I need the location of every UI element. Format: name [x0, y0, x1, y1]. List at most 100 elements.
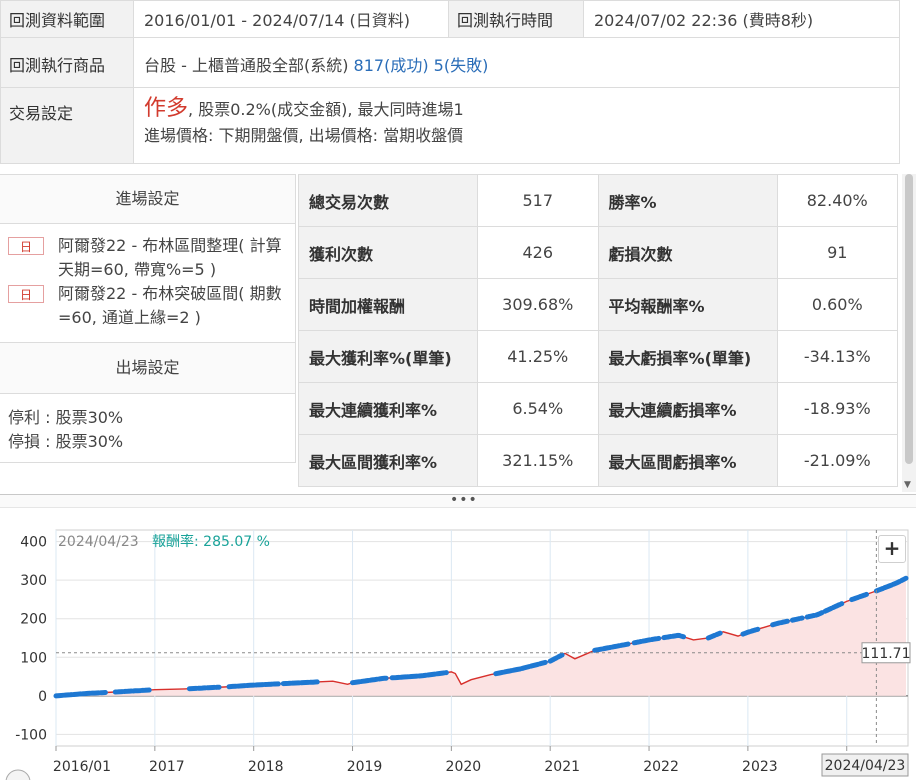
- stat-label: 平均報酬率%: [597, 278, 778, 331]
- success-count[interactable]: 817(成功): [353, 56, 429, 75]
- trade-detail-2: 進場價格: 下期開盤價, 出場價格: 當期收盤價: [144, 126, 464, 145]
- panel-splitter[interactable]: •••: [0, 492, 916, 508]
- x-tick-label: 2020: [446, 759, 482, 775]
- stat-value: 0.60%: [776, 278, 899, 331]
- daily-badge: 日: [8, 237, 44, 255]
- stat-label: 最大區間獲利率%: [298, 434, 478, 487]
- trade-segment: [822, 601, 845, 614]
- backtest-info-table: 回測資料範圍 2016/01/01 - 2024/07/14 (日資料) 回測執…: [0, 0, 900, 164]
- x-tick-label: 2021: [544, 759, 580, 775]
- stat-label: 最大獲利率%(單筆): [298, 330, 478, 383]
- stat-label: 最大虧損率%(單筆): [597, 330, 778, 383]
- crosshair-date-box: [821, 753, 909, 777]
- trade-segment: [280, 679, 321, 687]
- y-tick-label: -100: [15, 727, 47, 743]
- vertical-scrollbar[interactable]: ▼: [902, 174, 916, 492]
- exit-settings-header: 出場設定: [0, 342, 296, 394]
- trade-segment: [493, 659, 548, 677]
- stat-label: 總交易次數: [298, 174, 478, 227]
- stop-loss: 停損 : 股票30%: [8, 432, 124, 451]
- x-tick-label: 2023: [742, 759, 778, 775]
- trade-segment: [389, 670, 449, 681]
- stat-value: -21.09%: [776, 434, 899, 487]
- stat-value: -34.13%: [776, 330, 899, 383]
- product-label: 回測執行商品: [0, 37, 134, 88]
- x-tick-label: 2019: [347, 759, 383, 775]
- trade-label: 交易設定: [0, 87, 134, 164]
- stat-label: 時間加權報酬: [298, 278, 478, 331]
- stat-value: 309.68%: [476, 278, 599, 331]
- stat-value: 426: [476, 226, 599, 279]
- x-tick-label: 2018: [248, 759, 284, 775]
- return-chart[interactable]: 400 300 200 100 0 -100 2016/01 2017 2018 2019 2020…: [0, 510, 916, 780]
- stat-label: 最大區間虧損率%: [597, 434, 778, 487]
- stats-row: 獲利次數 426 虧損次數 91: [298, 226, 899, 279]
- entry-rule-text: 阿爾發22 - 布林突破區間( 期數=60, 通道上緣=2 ): [58, 284, 282, 327]
- fail-count[interactable]: 5(失敗): [433, 56, 489, 75]
- trade-segment: [53, 690, 108, 699]
- trade-segment: [740, 626, 761, 637]
- scrollbar-thumb[interactable]: [905, 174, 913, 464]
- stat-value: 41.25%: [476, 330, 599, 383]
- trade-segment: [112, 687, 153, 695]
- zoom-in-button[interactable]: +: [878, 535, 906, 563]
- splitter-handle-icon[interactable]: •••: [450, 492, 478, 508]
- stat-value: 517: [476, 174, 599, 227]
- stat-label: 獲利次數: [298, 226, 478, 279]
- entry-rules: 日 阿爾發22 - 布林區間整理( 計算天期=60, 帶寬%=5 ) 日 阿爾發…: [0, 224, 296, 342]
- scroll-down-arrow-icon[interactable]: ▼: [904, 480, 911, 490]
- stats-table: 總交易次數 517 勝率% 82.40% 獲利次數 426 虧損次數 91 時間加權報酬 309.…: [298, 174, 899, 487]
- x-tick-label: 2022: [643, 759, 679, 775]
- trade-segment: [350, 675, 390, 686]
- stat-label: 虧損次數: [597, 226, 778, 279]
- daily-badge: 日: [8, 285, 44, 303]
- trade-settings: 作多, 股票0.2%(成交金額), 最大同時進場1 進場價格: 下期開盤價, 出…: [133, 87, 900, 164]
- entry-rule: 日 阿爾發22 - 布林突破區間( 期數=60, 通道上緣=2 ): [8, 282, 287, 330]
- product-value: 台股 - 上櫃普通股全部(系統) 817(成功) 5(失敗): [133, 37, 900, 88]
- stats-row: 最大區間獲利率% 321.15% 最大區間虧損率% -21.09%: [298, 434, 899, 487]
- x-tick-label: 2016/01: [53, 759, 111, 775]
- entry-rule-text: 阿爾發22 - 布林區間整理( 計算天期=60, 帶寬%=5 ): [58, 236, 282, 279]
- scroll-left-button[interactable]: [5, 769, 31, 780]
- stat-value: -18.93%: [776, 382, 899, 435]
- trade-segment: [804, 610, 825, 620]
- stat-value: 91: [776, 226, 899, 279]
- stats-row: 最大獲利率%(單筆) 41.25% 最大虧損率%(單筆) -34.13%: [298, 330, 899, 383]
- exec-time-label: 回測執行時間: [448, 0, 584, 38]
- stats-row: 時間加權報酬 309.68% 平均報酬率% 0.60%: [298, 278, 899, 331]
- trade-segment: [849, 591, 869, 603]
- trade-segment: [631, 635, 662, 646]
- y-tick-label: 400: [20, 535, 47, 551]
- y-tick-label: 100: [20, 650, 47, 666]
- tooltip-return: 報酬率: 285.07 %: [152, 533, 270, 550]
- trade-direction: 作多: [144, 96, 189, 121]
- stats-row: 最大連續獲利率% 6.54% 最大連續虧損率% -18.93%: [298, 382, 899, 435]
- trade-segment: [592, 641, 632, 653]
- stats-row: 總交易次數 517 勝率% 82.40%: [298, 174, 899, 227]
- tooltip-date: 2024/04/23: [58, 534, 139, 550]
- stat-label: 最大連續獲利率%: [298, 382, 478, 435]
- crosshair-value-box: [861, 642, 911, 664]
- stat-value: 82.40%: [776, 174, 899, 227]
- trade-segment: [770, 618, 790, 628]
- trade-segment: [547, 652, 565, 664]
- trade-segment: [705, 630, 723, 641]
- trade-segment: [661, 632, 687, 641]
- trade-segment: [186, 684, 222, 692]
- crosshair-date: 2024/04/23: [825, 758, 906, 774]
- entry-rule: 日 阿爾發22 - 布林區間整理( 計算天期=60, 帶寬%=5 ): [8, 234, 287, 282]
- trade-segment: [789, 615, 805, 623]
- x-tick-label: 2017: [149, 759, 185, 775]
- return-area: [56, 578, 907, 696]
- trade-segment: [226, 681, 281, 690]
- y-tick-label: 0: [38, 689, 47, 705]
- stat-value: 321.15%: [476, 434, 599, 487]
- exit-rules: 停利 : 股票30% 停損 : 股票30%: [0, 394, 296, 463]
- range-label: 回測資料範圍: [0, 0, 134, 38]
- product-name: 台股 - 上櫃普通股全部(系統): [144, 56, 349, 75]
- trade-segment: [873, 575, 909, 594]
- stat-label: 最大連續虧損率%: [597, 382, 778, 435]
- y-tick-label: 200: [20, 612, 47, 628]
- stat-value: 6.54%: [476, 382, 599, 435]
- exec-time-value: 2024/07/02 22:36 (費時8秒): [583, 0, 900, 38]
